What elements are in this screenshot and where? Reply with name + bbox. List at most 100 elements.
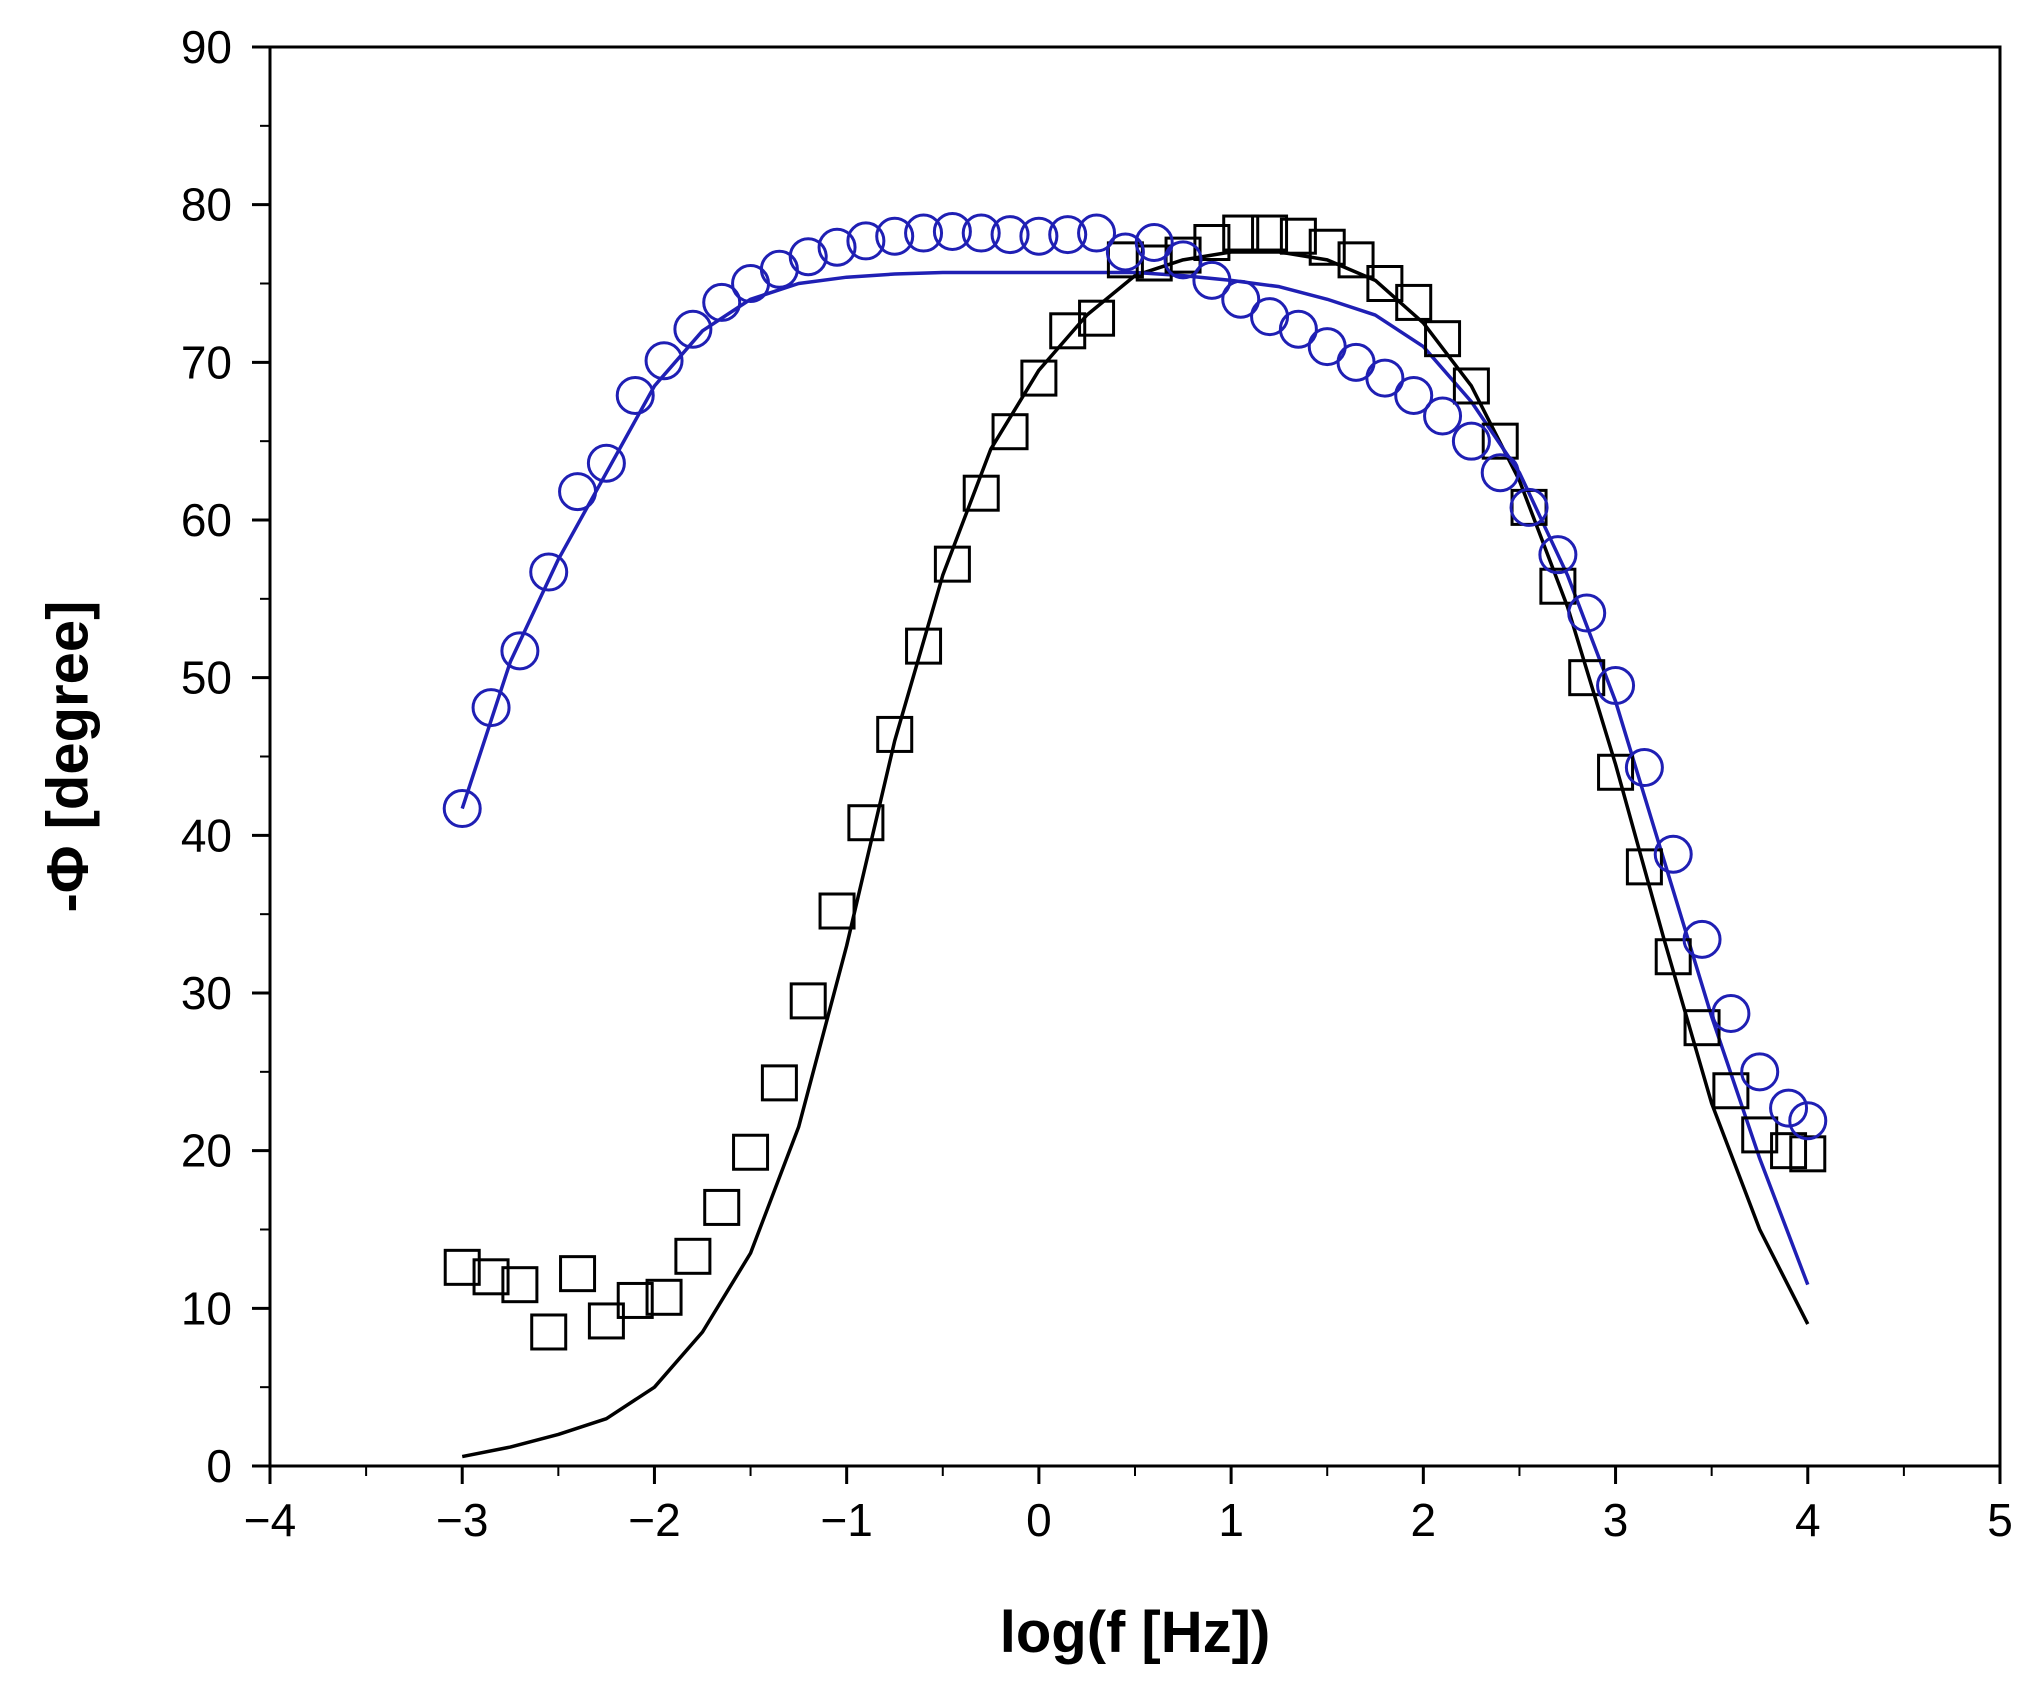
- square-marker: [1712, 1072, 1750, 1110]
- y-tick-label: 30: [181, 967, 232, 1019]
- circle-marker: [1105, 232, 1145, 272]
- circle-marker: [1221, 279, 1261, 319]
- square-marker: [1078, 299, 1116, 337]
- square-marker: [876, 715, 914, 753]
- black-fit-line: [461, 250, 1810, 1459]
- square-marker: [1135, 244, 1173, 282]
- circle-marker: [1423, 396, 1463, 436]
- circle-marker: [875, 216, 915, 256]
- circle-marker: [1394, 375, 1434, 415]
- circle-marker: [702, 282, 742, 322]
- x-tick-label: 1: [1218, 1494, 1244, 1546]
- square-marker: [1193, 224, 1231, 262]
- square-marker: [1770, 1132, 1808, 1170]
- square-marker: [991, 413, 1029, 451]
- circle-marker: [1538, 535, 1578, 575]
- square-marker: [905, 627, 943, 665]
- x-tick-label: −1: [820, 1494, 872, 1546]
- y-tick-label: 60: [181, 494, 232, 546]
- data-markers: [442, 211, 1828, 1351]
- square-marker: [1251, 214, 1289, 252]
- y-tick-label: 80: [181, 179, 232, 231]
- x-tick-label: 5: [1987, 1494, 2013, 1546]
- circle-marker: [1134, 223, 1174, 263]
- circle-marker: [615, 375, 655, 415]
- x-tick-label: 0: [1026, 1494, 1052, 1546]
- circle-marker: [1365, 358, 1405, 398]
- circle-marker: [1250, 297, 1290, 337]
- square-marker: [674, 1237, 712, 1275]
- square-marker: [587, 1302, 625, 1340]
- circle-marker: [500, 631, 540, 671]
- y-tick-label: 70: [181, 336, 232, 388]
- circle-marker: [1509, 487, 1549, 527]
- square-marker: [1539, 567, 1577, 605]
- circle-marker: [644, 341, 684, 381]
- circle-marker: [1711, 993, 1751, 1033]
- square-marker: [472, 1258, 510, 1296]
- square-marker: [559, 1255, 597, 1293]
- square-marker: [1568, 659, 1606, 697]
- y-tick-label: 50: [181, 652, 232, 704]
- x-tick-label: 4: [1795, 1494, 1821, 1546]
- circle-marker: [1740, 1052, 1780, 1092]
- circle-marker: [904, 213, 944, 253]
- circle-marker: [932, 211, 972, 251]
- square-marker: [732, 1133, 770, 1171]
- square-marker: [1366, 265, 1404, 302]
- square-marker: [933, 545, 971, 583]
- square-marker: [1481, 422, 1519, 460]
- square-marker: [645, 1278, 683, 1316]
- square-marker: [760, 1064, 798, 1102]
- circle-marker: [1048, 215, 1088, 255]
- circle-marker: [1163, 240, 1203, 280]
- square-marker: [1654, 938, 1692, 976]
- circle-marker: [558, 472, 598, 512]
- square-marker: [703, 1188, 741, 1226]
- square-marker: [1452, 367, 1490, 405]
- y-tick-label: 20: [181, 1125, 232, 1177]
- square-marker: [1424, 320, 1462, 358]
- x-tick-label: 3: [1603, 1494, 1629, 1546]
- circle-marker: [1596, 666, 1636, 706]
- x-tick-label: 2: [1411, 1494, 1437, 1546]
- square-marker: [1279, 217, 1317, 255]
- circle-marker: [1567, 593, 1607, 633]
- circle-marker: [1451, 421, 1491, 461]
- square-marker: [818, 892, 856, 930]
- circle-marker: [846, 221, 886, 261]
- plot-frame: [268, 45, 2002, 1468]
- square-marker: [530, 1313, 568, 1351]
- square-marker: [1395, 283, 1433, 321]
- circle-marker: [1278, 309, 1318, 349]
- y-axis-ticks: 0 10 20 30 40 50 60 70 80 90: [181, 21, 270, 1492]
- square-marker: [1597, 753, 1635, 791]
- circle-marker: [990, 215, 1030, 255]
- circle-marker: [1480, 453, 1520, 493]
- circle-marker: [1019, 216, 1059, 256]
- fit-lines: [460, 250, 1810, 1459]
- square-marker: [1308, 228, 1346, 266]
- square-marker: [1222, 214, 1260, 252]
- x-axis-title: log(f [Hz]): [1000, 1600, 1271, 1665]
- square-marker: [1049, 312, 1087, 350]
- square-marker: [847, 804, 885, 842]
- circle-marker: [1788, 1101, 1828, 1141]
- square-marker: [1020, 359, 1058, 397]
- circle-marker: [1653, 834, 1693, 874]
- circle-marker: [731, 264, 771, 303]
- square-marker: [1789, 1135, 1827, 1173]
- x-tick-label: −2: [628, 1494, 680, 1546]
- blue-fit-line: [460, 270, 1810, 1286]
- circle-marker: [1192, 260, 1232, 300]
- y-axis-title: -Φ [degree]: [35, 601, 100, 913]
- square-marker: [1337, 241, 1375, 279]
- y-tick-label: 90: [181, 21, 232, 73]
- x-axis-ticks: −4 −3 −2 −1 0 1 2 3 4 5: [244, 1466, 2013, 1546]
- circle-marker: [788, 237, 828, 277]
- square-marker: [962, 474, 1000, 512]
- circle-marker: [1077, 213, 1117, 253]
- x-tick-label: −4: [244, 1494, 296, 1546]
- circle-marker: [1624, 748, 1664, 788]
